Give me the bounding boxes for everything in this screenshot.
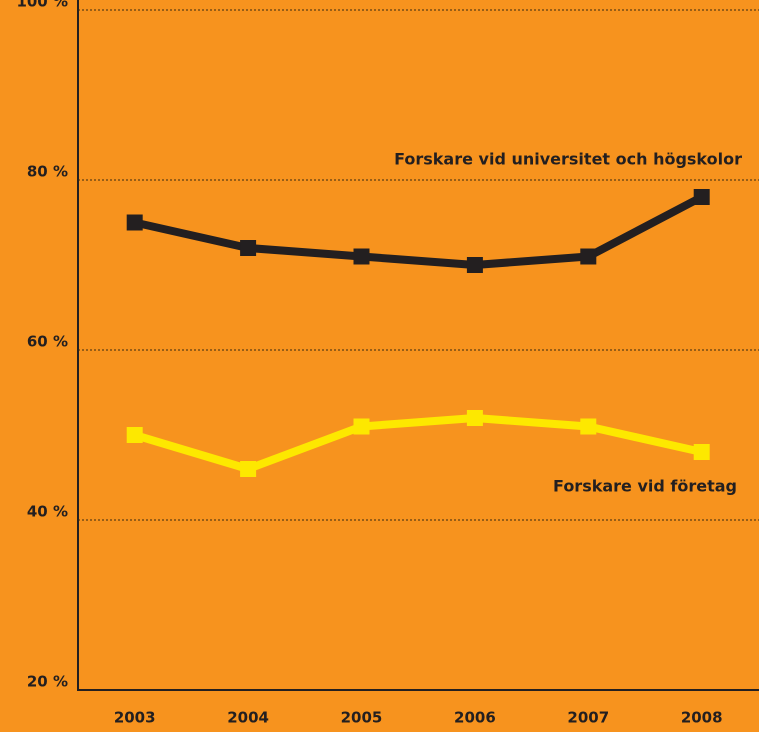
x-tick-label: 2007 bbox=[567, 709, 609, 727]
x-tick-label: 2008 bbox=[681, 709, 723, 727]
x-tick-label: 2004 bbox=[227, 709, 269, 727]
marker bbox=[693, 189, 710, 205]
marker bbox=[580, 418, 597, 435]
x-tick-label: 2005 bbox=[341, 709, 383, 727]
series-line bbox=[133, 414, 703, 473]
series-line bbox=[133, 193, 704, 269]
marker bbox=[466, 410, 483, 426]
marker bbox=[126, 214, 143, 231]
series-label: Forskare vid universitet och högskolor bbox=[394, 150, 742, 169]
marker bbox=[693, 444, 710, 460]
y-tick-label: 40 % bbox=[27, 503, 68, 521]
marker bbox=[126, 427, 143, 443]
marker bbox=[580, 248, 597, 265]
series-label: Forskare vid företag bbox=[553, 477, 737, 496]
y-tick-label: 100 % bbox=[16, 0, 68, 11]
y-tick-label: 20 % bbox=[27, 673, 68, 691]
y-tick-label: 60 % bbox=[27, 333, 68, 351]
marker bbox=[353, 418, 370, 435]
x-tick-label: 2006 bbox=[454, 709, 496, 727]
marker bbox=[240, 240, 257, 256]
marker bbox=[466, 257, 483, 273]
x-tick-label: 2003 bbox=[114, 709, 156, 727]
marker bbox=[353, 248, 370, 265]
marker bbox=[240, 461, 257, 477]
y-tick-label: 80 % bbox=[27, 163, 68, 181]
